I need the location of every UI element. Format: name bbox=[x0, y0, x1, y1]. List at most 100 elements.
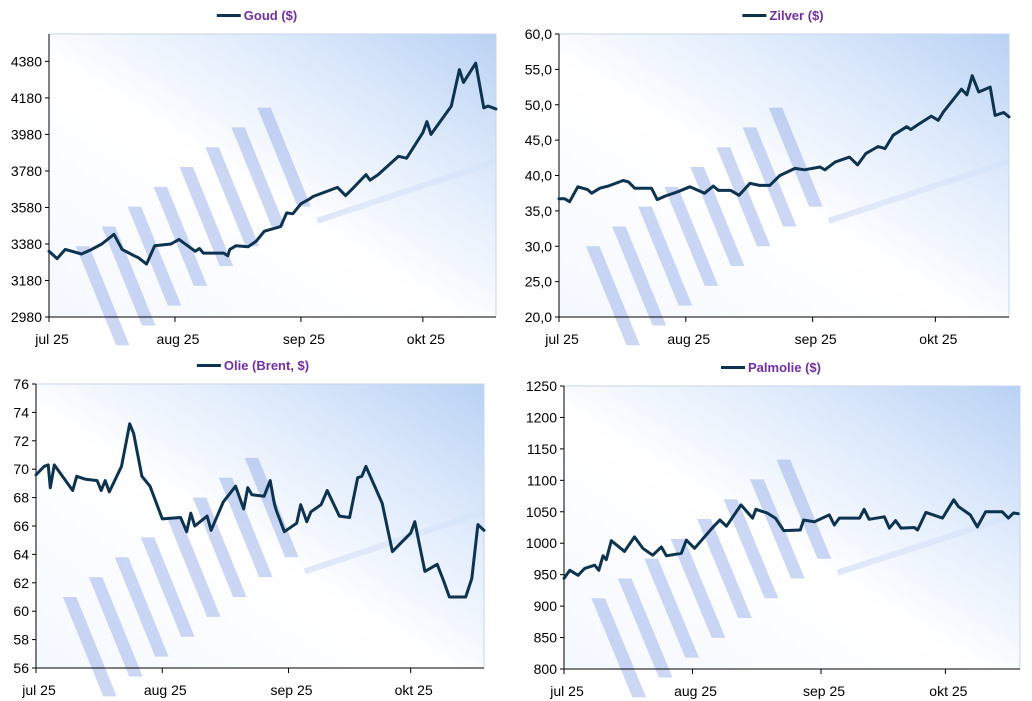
x-tick-label: aug 25 bbox=[157, 331, 200, 347]
y-tick-label: 3580 bbox=[11, 199, 42, 215]
y-tick-label: 68 bbox=[13, 490, 29, 506]
decor-trend bbox=[828, 158, 1010, 224]
x-tick-label: sep 25 bbox=[795, 331, 837, 347]
decor-bar bbox=[644, 558, 699, 658]
legend: Goud ($) bbox=[216, 8, 298, 23]
series-line bbox=[34, 422, 486, 599]
decor-bar bbox=[742, 127, 797, 227]
y-tick-label: 2980 bbox=[11, 309, 42, 325]
y-tick-label: 1200 bbox=[526, 409, 557, 425]
y-tick-label: 64 bbox=[13, 546, 29, 562]
y-tick-label: 74 bbox=[13, 404, 29, 420]
y-tick-label: 30,0 bbox=[525, 238, 552, 254]
y-tick-label: 56 bbox=[13, 660, 29, 676]
decor-bar bbox=[140, 537, 195, 637]
y-tick-label: 1150 bbox=[527, 441, 557, 457]
series-line bbox=[47, 61, 498, 266]
y-tick-label: 3780 bbox=[11, 163, 42, 179]
legend: Olie (Brent, $) bbox=[196, 358, 310, 373]
legend: Zilver ($) bbox=[742, 8, 824, 23]
y-tick-label: 4380 bbox=[11, 53, 42, 69]
background-decoration bbox=[62, 457, 485, 697]
y-tick-label: 35,0 bbox=[525, 203, 552, 219]
series-line bbox=[557, 74, 1011, 204]
x-tick-label: aug 25 bbox=[667, 331, 710, 347]
y-tick-label: 72 bbox=[13, 433, 29, 449]
y-tick-label: 60 bbox=[13, 603, 29, 619]
y-tick-label: 900 bbox=[534, 598, 558, 614]
x-tick-label: jul 25 bbox=[34, 331, 69, 347]
plot-background bbox=[36, 384, 484, 668]
y-tick-label: 3380 bbox=[11, 236, 42, 252]
decor-bar bbox=[670, 538, 726, 638]
x-tick-label: okt 25 bbox=[929, 683, 967, 699]
x-tick-label: jul 25 bbox=[544, 331, 579, 347]
decor-bar bbox=[205, 147, 260, 247]
decor-bar bbox=[638, 206, 693, 306]
x-tick-label: sep 25 bbox=[270, 682, 312, 698]
series-line bbox=[562, 498, 1020, 580]
decor-trend bbox=[316, 158, 497, 224]
chart-title: Goud ($) bbox=[243, 8, 298, 23]
y-tick-label: 3980 bbox=[11, 126, 42, 142]
background-decoration bbox=[591, 459, 1021, 698]
decor-bar bbox=[716, 147, 771, 247]
y-tick-label: 800 bbox=[534, 661, 558, 677]
y-tick-label: 50,0 bbox=[525, 97, 552, 113]
x-tick-label: okt 25 bbox=[919, 331, 957, 347]
y-tick-label: 1250 bbox=[526, 378, 557, 394]
decor-bar bbox=[697, 519, 752, 619]
decor-bar bbox=[776, 459, 832, 559]
x-tick-label: sep 25 bbox=[803, 683, 845, 699]
plot-background bbox=[49, 34, 496, 317]
y-tick-label: 850 bbox=[534, 630, 558, 646]
decor-bar bbox=[612, 226, 667, 326]
y-tick-label: 4180 bbox=[11, 90, 42, 106]
legend-line-swatch bbox=[196, 364, 221, 367]
decor-bar bbox=[153, 186, 208, 286]
y-tick-label: 40,0 bbox=[525, 168, 552, 184]
decor-bar bbox=[62, 597, 117, 697]
chart-oil-brent: 56 58 60 62 64 66 68 70 72 74 76 jul 25 aug 25 sep 25… bbox=[0, 0, 510, 701]
decor-bar bbox=[75, 246, 130, 346]
decor-bar bbox=[231, 127, 286, 227]
plot-background bbox=[559, 34, 1009, 317]
decor-bar bbox=[768, 107, 823, 207]
decor-bar bbox=[179, 167, 234, 267]
y-tick-label: 66 bbox=[13, 518, 29, 534]
plot-background bbox=[564, 386, 1020, 669]
decor-bar bbox=[166, 517, 221, 617]
y-tick-label: 76 bbox=[13, 376, 29, 392]
background-decoration bbox=[75, 107, 497, 346]
legend-line-swatch bbox=[742, 14, 767, 17]
x-tick-label: sep 25 bbox=[283, 331, 325, 347]
y-tick-label: 1100 bbox=[527, 472, 557, 488]
y-tick-label: 25,0 bbox=[525, 274, 552, 290]
legend-line-swatch bbox=[216, 14, 241, 17]
y-tick-label: 1050 bbox=[526, 504, 557, 520]
chart-title: Zilver ($) bbox=[769, 8, 824, 23]
y-tick-label: 60,0 bbox=[525, 26, 552, 42]
x-tick-label: jul 25 bbox=[549, 683, 584, 699]
chart-title: Palmolie ($) bbox=[748, 360, 821, 375]
decor-trend bbox=[836, 510, 1021, 576]
y-tick-label: 3180 bbox=[11, 272, 42, 288]
decor-bar bbox=[723, 499, 779, 599]
chart-gold: 2980 3180 3380 3580 3780 3980 4180 4380 jul 25 au… bbox=[0, 0, 510, 350]
legend-line-swatch bbox=[721, 366, 746, 369]
decor-trend bbox=[303, 508, 485, 575]
decor-bar bbox=[88, 577, 143, 677]
decor-bar bbox=[586, 246, 640, 346]
decor-bar bbox=[127, 206, 182, 306]
decor-bar bbox=[750, 479, 805, 579]
decor-bar bbox=[114, 557, 169, 657]
chart-title: Olie (Brent, $) bbox=[223, 358, 310, 373]
y-tick-label: 70 bbox=[13, 461, 29, 477]
x-tick-label: aug 25 bbox=[674, 683, 717, 699]
legend: Palmolie ($) bbox=[721, 360, 821, 375]
decor-bar bbox=[218, 477, 273, 578]
y-tick-label: 45,0 bbox=[525, 132, 552, 148]
